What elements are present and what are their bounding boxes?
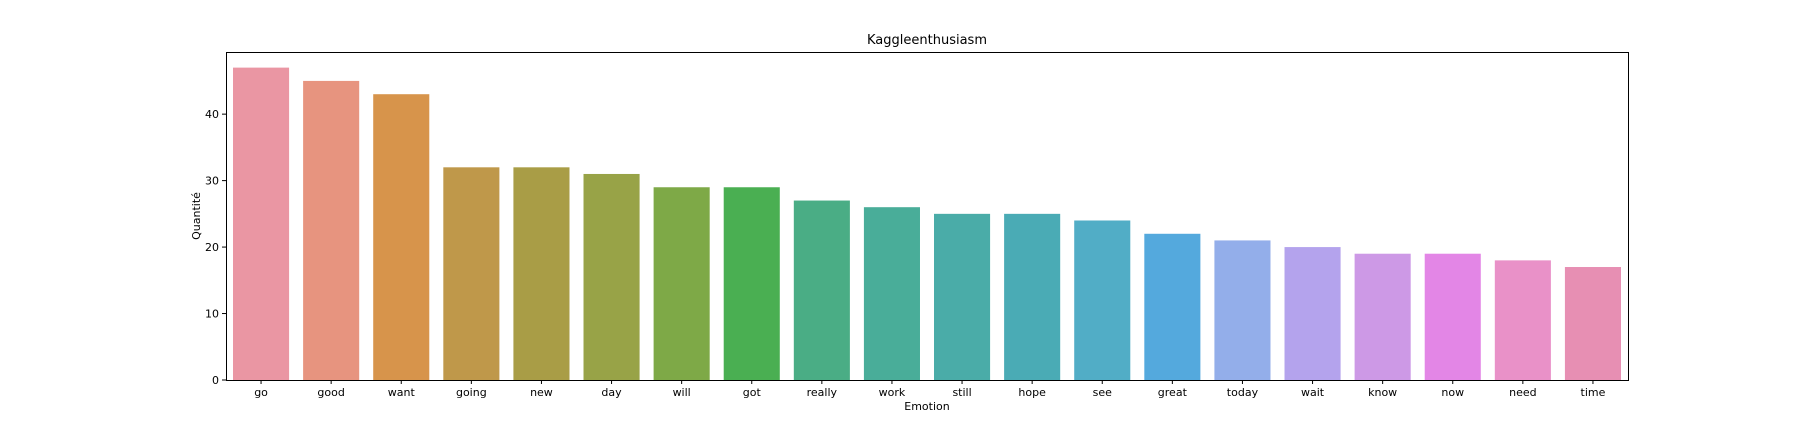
bar-new: [513, 167, 570, 380]
x-tick-label: still: [952, 386, 971, 399]
x-tick-label: wait: [1301, 386, 1325, 399]
x-tick-label: great: [1158, 386, 1188, 399]
y-axis-title: Quantité: [190, 192, 203, 240]
bar-good: [303, 80, 360, 380]
y-tick-label: 30: [205, 175, 219, 188]
x-tick-label: today: [1227, 386, 1259, 399]
x-axis: go good want going new day will got really work st…: [254, 380, 1606, 399]
bar-will: [653, 187, 710, 380]
bar-now: [1424, 253, 1481, 380]
bar-hope: [1004, 213, 1061, 380]
bar-see: [1074, 220, 1131, 380]
bar-great: [1144, 233, 1201, 380]
bar-day: [583, 173, 640, 380]
x-axis-title: Emotion: [904, 400, 949, 413]
bar-need: [1494, 260, 1551, 380]
y-tick-label: 0: [212, 374, 219, 387]
x-tick-label: day: [601, 386, 622, 399]
x-tick-label: will: [673, 386, 691, 399]
bar-got: [723, 187, 780, 380]
bar-time: [1564, 267, 1621, 380]
x-tick-label: going: [456, 386, 487, 399]
plot-frame: [226, 52, 1629, 381]
x-tick-label: want: [388, 386, 416, 399]
x-tick-label: now: [1441, 386, 1464, 399]
y-tick-label: 40: [205, 108, 219, 121]
bar-going: [443, 167, 500, 380]
bar-know: [1354, 253, 1411, 380]
chart-title: Kaggleenthusiasm: [867, 33, 987, 48]
x-tick-label: new: [530, 386, 553, 399]
bar-work: [863, 207, 920, 380]
x-tick-label: good: [317, 386, 344, 399]
bar-wait: [1284, 247, 1341, 380]
x-tick-label: need: [1509, 386, 1537, 399]
bar-want: [373, 94, 430, 381]
bar-still: [934, 213, 991, 380]
x-tick-label: know: [1368, 386, 1397, 399]
x-tick-label: see: [1093, 386, 1112, 399]
bar-really: [793, 200, 850, 380]
y-tick-label: 20: [205, 241, 219, 254]
x-tick-label: work: [879, 386, 906, 399]
y-tick-label: 10: [205, 308, 219, 321]
x-tick-label: time: [1581, 386, 1606, 399]
x-tick-label: got: [743, 386, 762, 399]
bar-go: [233, 67, 290, 380]
x-tick-label: really: [807, 386, 838, 399]
x-tick-label: go: [254, 386, 268, 399]
bar-today: [1214, 240, 1271, 380]
bars-group: [233, 67, 1621, 381]
x-tick-label: hope: [1018, 386, 1046, 399]
y-axis: 0 10 20 30 40: [205, 108, 226, 387]
